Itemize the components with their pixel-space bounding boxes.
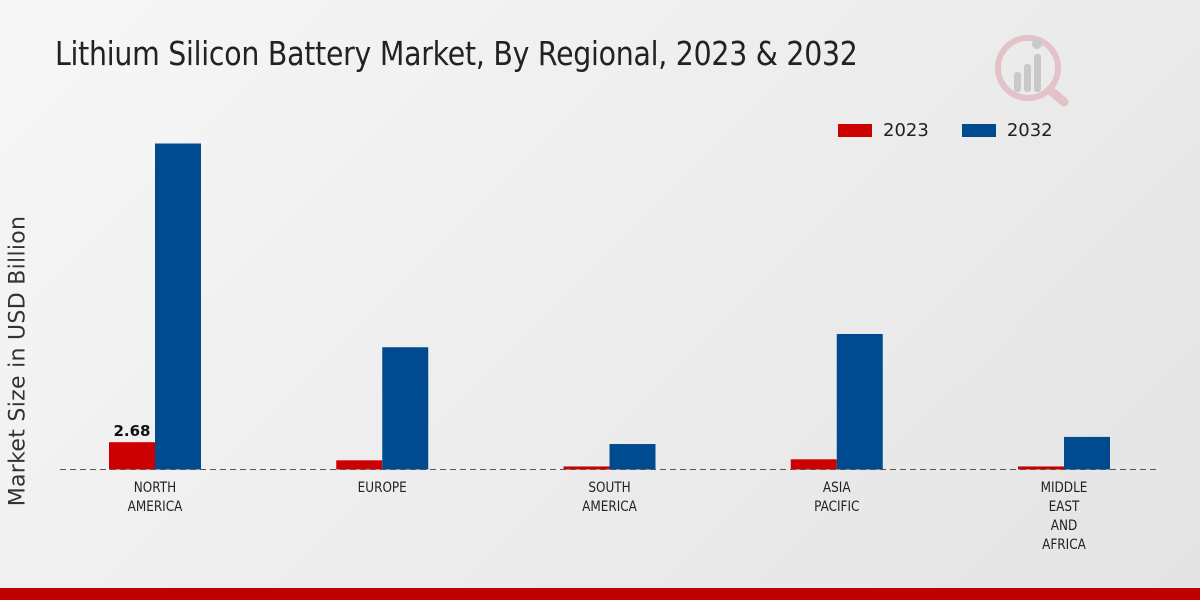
brand-logo-icon bbox=[995, 35, 1069, 107]
bar-2023-3 bbox=[790, 459, 837, 470]
legend-swatch-2023 bbox=[838, 124, 872, 137]
legend-item-2023: 2023 bbox=[838, 120, 929, 141]
footer-bar bbox=[0, 588, 1200, 600]
legend-label-2032: 2032 bbox=[1006, 120, 1053, 141]
legend-item-2032: 2032 bbox=[961, 120, 1053, 141]
bar-2023-0 bbox=[109, 442, 155, 470]
chart-title: Lithium Silicon Battery Market, By Regio… bbox=[55, 34, 858, 73]
bar-2032-0 bbox=[155, 143, 201, 470]
chart-legend: 2023 2032 bbox=[838, 120, 1086, 141]
x-tick-label-0: NORTH AMERICA bbox=[128, 480, 183, 515]
legend-swatch-2032 bbox=[961, 124, 996, 137]
data-label-2023-0: 2.68 bbox=[113, 422, 150, 440]
x-tick-label-4: MIDDLE EAST AND AFRICA bbox=[1041, 480, 1088, 553]
legend-label-2023: 2023 bbox=[883, 120, 929, 141]
bar-2032-3 bbox=[836, 334, 883, 470]
bar-2023-4 bbox=[1018, 466, 1064, 470]
x-tick-label-2: SOUTH AMERICA bbox=[582, 480, 637, 515]
bar-2032-2 bbox=[609, 444, 656, 470]
bar-2023-2 bbox=[563, 466, 610, 470]
bar-2032-1 bbox=[382, 347, 429, 470]
bar-2032-4 bbox=[1064, 436, 1110, 470]
x-tick-label-3: ASIA PACIFIC bbox=[814, 480, 859, 515]
bar-2023-1 bbox=[336, 460, 383, 470]
x-tick-label-1: EUROPE bbox=[358, 480, 407, 496]
